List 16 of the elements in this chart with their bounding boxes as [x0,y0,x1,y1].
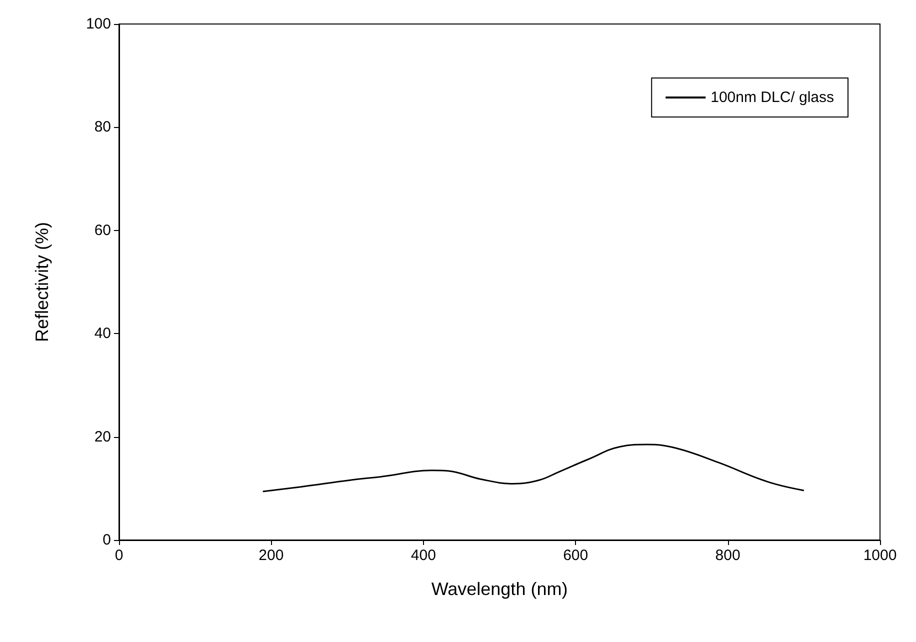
line-series [262,444,805,492]
x-tick-label: 600 [563,547,588,564]
x-tick-label: 200 [258,547,284,564]
y-axis-title: Reflectivity (%) [32,222,52,342]
y-tick-label: 80 [94,118,111,136]
legend-label: 100nm DLC/ glass [710,89,834,106]
y-tick-label: 100 [86,16,111,32]
x-tick-label: 800 [715,547,740,564]
x-tick-label: 1000 [863,547,897,564]
y-tick-label: 60 [94,222,111,239]
y-tick-label: 0 [102,532,111,548]
x-tick-label: 400 [410,547,436,564]
x-tick-label: 0 [114,547,124,564]
y-tick-label: 20 [94,428,111,446]
y-tick-label: 40 [94,325,111,342]
x-axis-title: Wavelength (nm) [431,579,568,599]
